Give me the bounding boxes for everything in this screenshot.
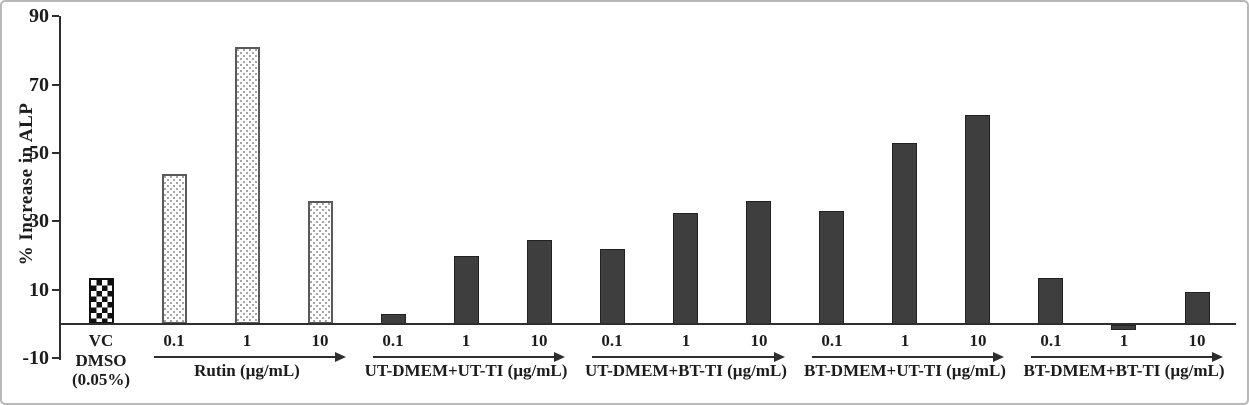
dose-label: 1 xyxy=(242,331,252,350)
bar xyxy=(1111,325,1136,330)
dose-label: 10 xyxy=(969,331,987,350)
dose-label: 1 xyxy=(461,331,471,350)
dose-label: 1 xyxy=(900,331,910,350)
y-axis-line xyxy=(59,16,61,360)
dose-label: 1 xyxy=(681,331,691,350)
group-label-line: (0.05%) xyxy=(71,370,131,389)
y-tick-label: 30 xyxy=(29,210,49,232)
arrow-head-icon xyxy=(335,352,346,362)
y-tick-label: -10 xyxy=(22,347,49,369)
group-label: Rutin (µg/mL) xyxy=(194,361,300,380)
bar xyxy=(673,213,698,324)
arrow-head-icon xyxy=(774,352,785,362)
dose-label: 10 xyxy=(1188,331,1206,350)
dose-label: 10 xyxy=(311,331,329,350)
group-label-line: VC xyxy=(88,331,114,350)
bar xyxy=(600,249,625,324)
dose-label: 1 xyxy=(1119,331,1129,350)
bar xyxy=(527,240,552,324)
dose-label: 0.1 xyxy=(601,331,623,350)
bar xyxy=(819,211,844,324)
bar xyxy=(1038,278,1063,324)
y-tick xyxy=(52,15,59,17)
y-tick xyxy=(52,357,59,359)
y-tick xyxy=(52,289,59,291)
group-label: UT-DMEM+UT-TI (µg/mL) xyxy=(364,361,568,380)
y-tick-label: 10 xyxy=(29,279,49,301)
group-axis-arrow xyxy=(812,356,994,358)
arrow-head-icon xyxy=(1212,352,1223,362)
bar xyxy=(1185,292,1210,324)
group-label: UT-DMEM+BT-TI (µg/mL) xyxy=(585,361,787,380)
bar xyxy=(965,115,990,324)
y-tick xyxy=(52,220,59,222)
group-label: BT-DMEM+UT-TI (µg/mL) xyxy=(804,361,1006,380)
bar xyxy=(162,174,187,324)
bar xyxy=(454,256,479,324)
bar xyxy=(892,143,917,324)
group-label-line: DMSO xyxy=(75,351,127,370)
dose-label: 10 xyxy=(750,331,768,350)
y-tick xyxy=(52,84,59,86)
dose-label: 10 xyxy=(530,331,548,350)
dose-label: 0.1 xyxy=(382,331,404,350)
bar xyxy=(89,278,114,324)
group-axis-arrow xyxy=(592,356,774,358)
group-axis-arrow xyxy=(154,356,336,358)
y-tick-label: 90 xyxy=(29,5,49,27)
group-axis-arrow xyxy=(373,356,555,358)
group-axis-arrow xyxy=(1031,356,1213,358)
arrow-head-icon xyxy=(993,352,1004,362)
x-baseline xyxy=(59,323,1236,325)
bar xyxy=(235,47,260,324)
y-tick-label: 70 xyxy=(29,74,49,96)
dose-label: 0.1 xyxy=(1040,331,1062,350)
y-axis-title: % Increase in ALP xyxy=(16,102,37,266)
bar xyxy=(308,201,333,324)
y-tick-label: 50 xyxy=(29,142,49,164)
arrow-head-icon xyxy=(554,352,565,362)
dose-label: 0.1 xyxy=(163,331,185,350)
group-label: BT-DMEM+BT-TI (µg/mL) xyxy=(1023,361,1225,380)
y-tick xyxy=(52,152,59,154)
dose-label: 0.1 xyxy=(821,331,843,350)
bar xyxy=(746,201,771,324)
